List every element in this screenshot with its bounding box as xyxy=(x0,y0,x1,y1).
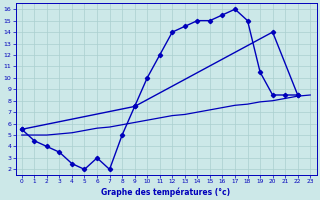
X-axis label: Graphe des températures (°c): Graphe des températures (°c) xyxy=(101,187,231,197)
